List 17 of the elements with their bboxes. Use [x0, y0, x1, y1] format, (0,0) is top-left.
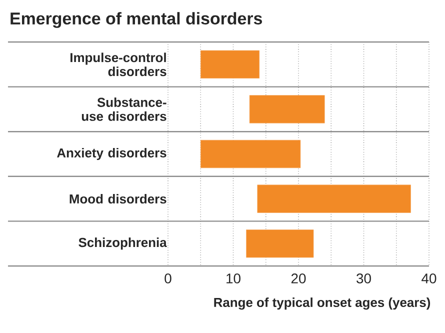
y-tick-label: Mood disorders [70, 194, 166, 204]
y-tick-label: Schizophrenia [78, 238, 167, 250]
y-tick-label: Anxiety disorders [57, 148, 166, 160]
x-tick-label: 0 [164, 274, 172, 284]
x-axis-title: Range of typical onset ages (years) [214, 298, 430, 310]
x-tick-label: 40 [422, 274, 436, 284]
bar [249, 95, 325, 124]
bar [257, 184, 411, 213]
x-tick-label: 30 [356, 274, 371, 284]
y-tick-label: Impulse-control disorders [70, 52, 166, 76]
x-tick-label: 10 [226, 274, 240, 284]
bar [200, 140, 301, 168]
chart-title: Emergence of mental disorders [10, 12, 262, 28]
y-tick-label: Substance-use disorders [82, 97, 166, 121]
bar [200, 50, 260, 78]
x-tick-label: 20 [291, 274, 306, 284]
bar [246, 230, 314, 258]
